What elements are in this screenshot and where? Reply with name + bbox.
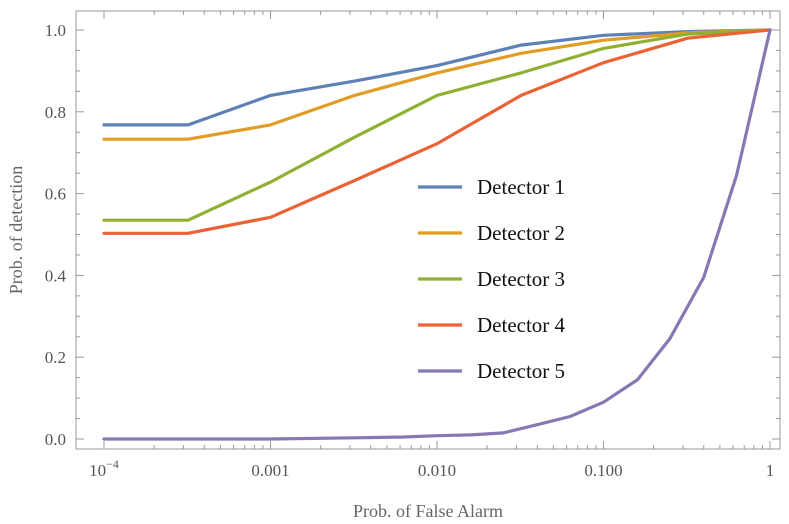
series-line-detector-2 — [102, 28, 772, 141]
series-line-detector-1 — [102, 28, 772, 127]
y-tick-label: 1.0 — [45, 21, 66, 40]
legend-label: Detector 5 — [477, 359, 565, 383]
y-tick-label: 0.2 — [45, 348, 66, 367]
x-tick-label: 0.100 — [584, 461, 622, 480]
y-axis-title: Prob. of detection — [6, 166, 26, 294]
legend-label: Detector 1 — [477, 175, 565, 199]
y-tick-label: 0.4 — [45, 266, 67, 285]
legend: Detector 1 Detector 2 Detector 3 Detector 4… — [418, 175, 566, 383]
y-tick-label: 0.0 — [45, 430, 66, 449]
series-layer — [102, 28, 772, 441]
x-tick-label: 10−4 — [89, 457, 119, 480]
y-tick-label: 0.6 — [45, 185, 66, 204]
series-line-detector-5 — [102, 28, 772, 441]
x-axis: 10−4 0.001 0.010 0.100 1 — [89, 11, 774, 480]
legend-label: Detector 4 — [477, 313, 566, 337]
x-tick-label: 0.010 — [418, 461, 456, 480]
y-tick-label: 0.8 — [45, 103, 66, 122]
plot-frame — [75, 10, 781, 450]
y-axis: 0.0 0.2 0.4 0.6 0.8 1.0 — [45, 21, 780, 449]
x-tick-label: 1 — [766, 461, 775, 480]
series-line-detector-3 — [102, 28, 772, 222]
legend-label: Detector 2 — [477, 221, 565, 245]
legend-label: Detector 3 — [477, 267, 565, 291]
x-axis-title: Prob. of False Alarm — [353, 501, 503, 521]
series-line-detector-4 — [102, 28, 772, 235]
x-tick-label: 0.001 — [251, 461, 289, 480]
